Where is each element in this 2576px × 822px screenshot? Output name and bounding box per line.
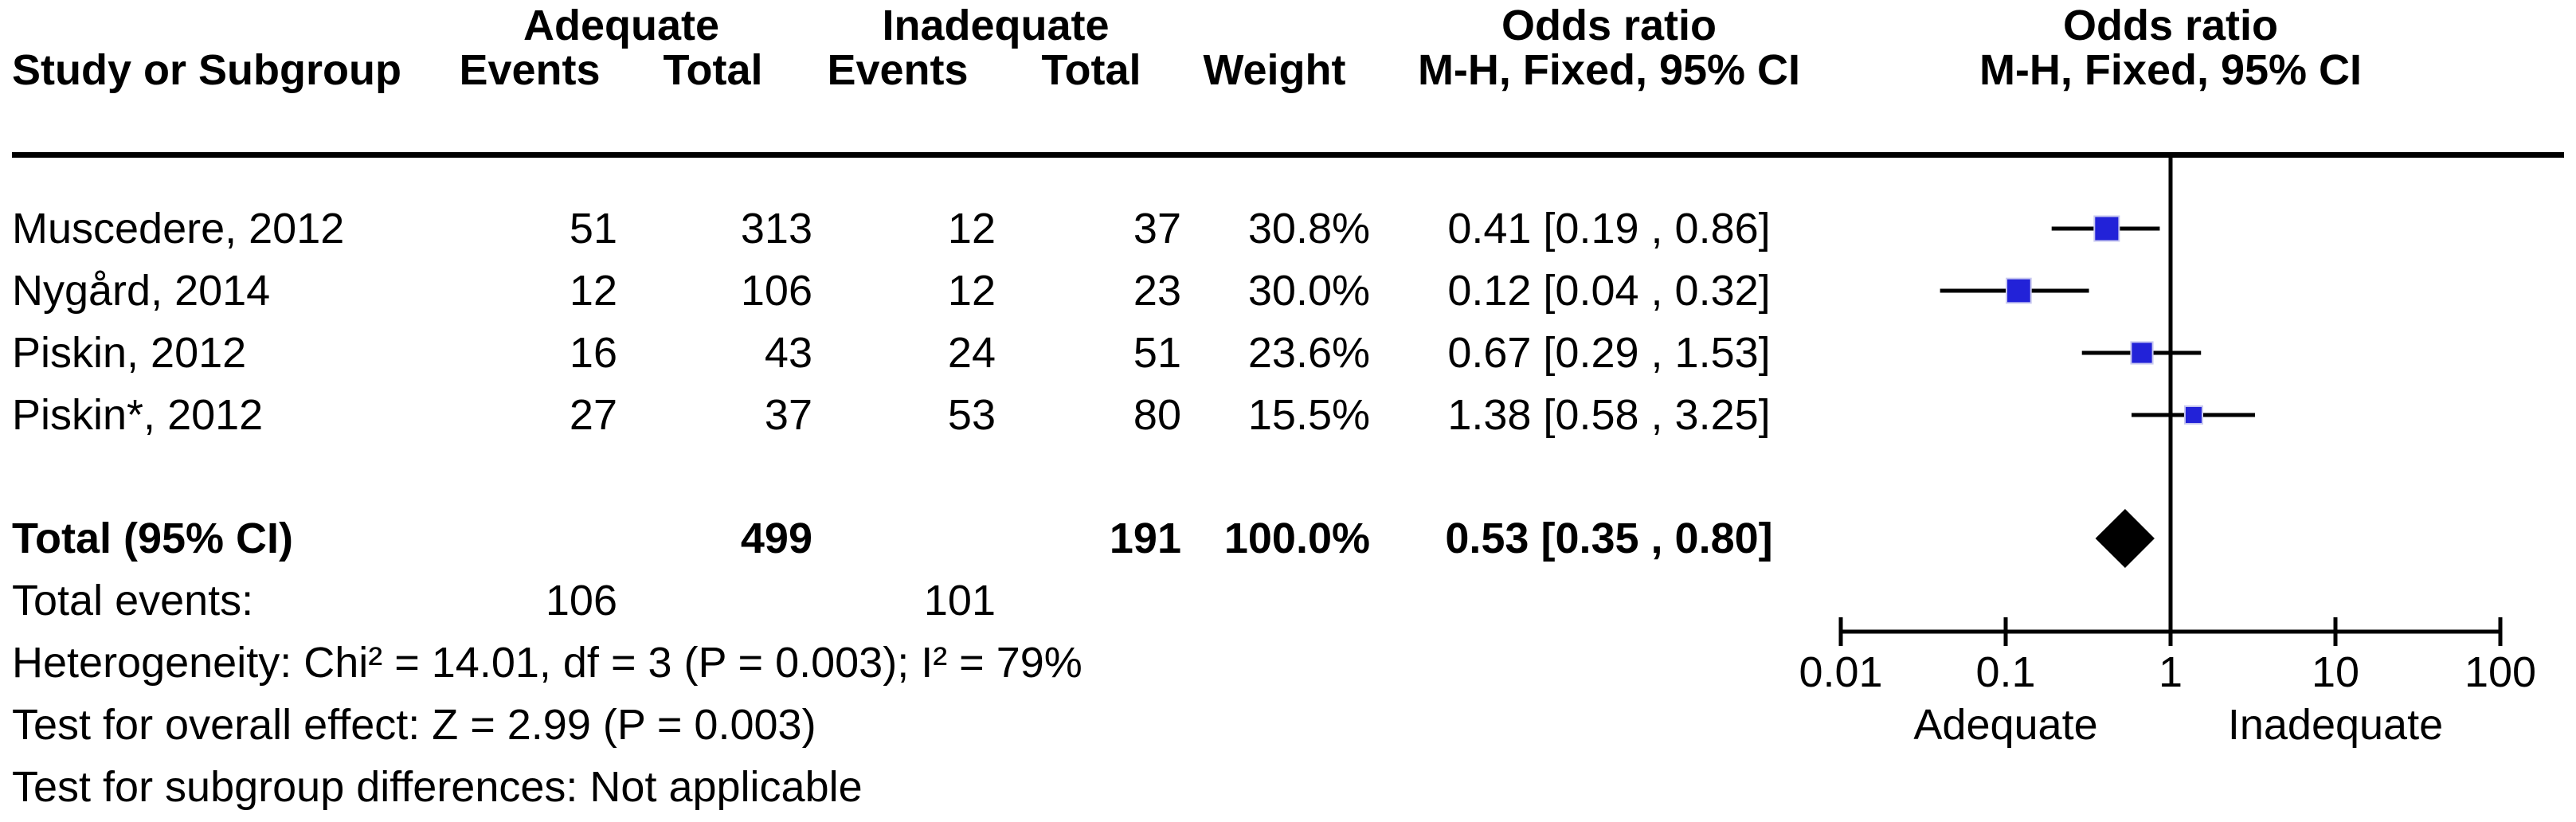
col-header-study: Study or Subgroup (12, 46, 401, 94)
col-header-total-inadequate: Total (1041, 46, 1141, 94)
total-inadequate-n: 191 (1109, 515, 1181, 562)
total-diamond (2095, 509, 2155, 568)
total-row: Total (95% CI) 499 191 100.0% 0.53 [0.35… (0, 507, 2576, 570)
heterogeneity-text: Heterogeneity: Chi² = 14.01, df = 3 (P =… (12, 639, 1082, 687)
overall-effect-text: Test for overall effect: Z = 2.99 (P = 0… (12, 701, 816, 749)
or-ci-text: 0.41 [0.19 , 0.86] (1447, 205, 1771, 252)
study-row-nygard: Nygård, 2014 12 106 12 23 30.0% 0.12 [0.… (0, 260, 2576, 322)
total-adequate-n: 499 (740, 515, 812, 562)
odds-ratio-header-table: Odds ratio (1501, 2, 1717, 49)
group-header-adequate: Adequate (523, 2, 720, 49)
header-group-row: Adequate Inadequate Odds ratio Odds rati… (0, 0, 2576, 51)
or-ci-text: 0.12 [0.04 , 0.32] (1447, 267, 1771, 315)
x-axis-tick-label: 100 (2464, 648, 2536, 696)
total-adequate: 37 (764, 391, 812, 439)
x-axis-tick-label: 0.1 (1975, 648, 2035, 696)
total-inadequate: 37 (1133, 205, 1181, 252)
study-name: Piskin*, 2012 (12, 391, 264, 439)
effect-square (2093, 215, 2120, 242)
study-name: Nygård, 2014 (12, 267, 271, 315)
subgroup-row: Test for subgroup differences: Not appli… (0, 756, 2576, 818)
total-adequate: 43 (764, 329, 812, 377)
study-row-piskin: Piskin, 2012 16 43 24 51 23.6% 0.67 [0.2… (0, 322, 2576, 384)
study-row-piskin-star: Piskin*, 2012 27 37 53 80 15.5% 1.38 [0.… (0, 384, 2576, 446)
total-events-inadequate: 101 (923, 577, 996, 624)
weight: 23.6% (1247, 329, 1370, 377)
effect-square (2006, 277, 2032, 304)
col-header-method-table: M-H, Fixed, 95% CI (1417, 46, 1801, 94)
header-divider (12, 152, 2564, 158)
col-header-events-adequate: Events (459, 46, 601, 94)
events-inadequate: 53 (947, 391, 996, 439)
events-inadequate: 24 (947, 329, 996, 377)
x-axis-tick-label: 0.01 (1799, 648, 1882, 696)
x-axis-tick-label: 10 (2312, 648, 2359, 696)
col-header-total-adequate: Total (663, 46, 763, 94)
study-row-muscedere: Muscedere, 2012 51 313 12 37 30.8% 0.41 … (0, 198, 2576, 260)
events-inadequate: 12 (947, 267, 996, 315)
x-axis-tick-label: 1 (2159, 648, 2183, 696)
total-weight: 100.0% (1223, 515, 1370, 562)
effect-square (2183, 405, 2203, 425)
weight: 30.8% (1247, 205, 1370, 252)
or-ci-text: 0.67 [0.29 , 1.53] (1447, 329, 1771, 377)
odds-ratio-header-plot: Odds ratio (2062, 2, 2279, 49)
total-adequate: 313 (740, 205, 812, 252)
overall-effect-row: Test for overall effect: Z = 2.99 (P = 0… (0, 694, 2576, 756)
total-adequate: 106 (740, 267, 812, 315)
total-inadequate: 23 (1133, 267, 1181, 315)
total-inadequate: 51 (1133, 329, 1181, 377)
col-header-method-plot: M-H, Fixed, 95% CI (1979, 46, 2363, 94)
group-header-inadequate: Inadequate (882, 2, 1110, 49)
effect-square (2130, 341, 2154, 365)
events-inadequate: 12 (947, 205, 996, 252)
subgroup-text: Test for subgroup differences: Not appli… (12, 763, 863, 811)
or-ci-text: 1.38 [0.58 , 3.25] (1447, 391, 1771, 439)
col-header-events-inadequate: Events (827, 46, 969, 94)
study-name: Piskin, 2012 (12, 329, 247, 377)
col-header-weight: Weight (1203, 46, 1346, 94)
events-adequate: 51 (569, 205, 617, 252)
total-events-row: Total events: 106 101 (0, 570, 2576, 632)
events-adequate: 12 (569, 267, 617, 315)
events-adequate: 27 (569, 391, 617, 439)
events-adequate: 16 (569, 329, 617, 377)
total-inadequate: 80 (1133, 391, 1181, 439)
study-name: Muscedere, 2012 (12, 205, 345, 252)
header-column-row: Study or Subgroup Events Total Events To… (0, 39, 2576, 101)
heterogeneity-row: Heterogeneity: Chi² = 14.01, df = 3 (P =… (0, 632, 2576, 694)
weight: 30.0% (1247, 267, 1370, 315)
total-or-ci-text: 0.53 [0.35 , 0.80] (1445, 515, 1773, 562)
axis-label-adequate: Adequate (1913, 701, 2097, 749)
total-events-adequate: 106 (545, 577, 617, 624)
weight: 15.5% (1247, 391, 1370, 439)
total-label: Total (95% CI) (12, 515, 294, 562)
axis-label-inadequate: Inadequate (2228, 701, 2443, 749)
total-events-label: Total events: (12, 577, 254, 624)
